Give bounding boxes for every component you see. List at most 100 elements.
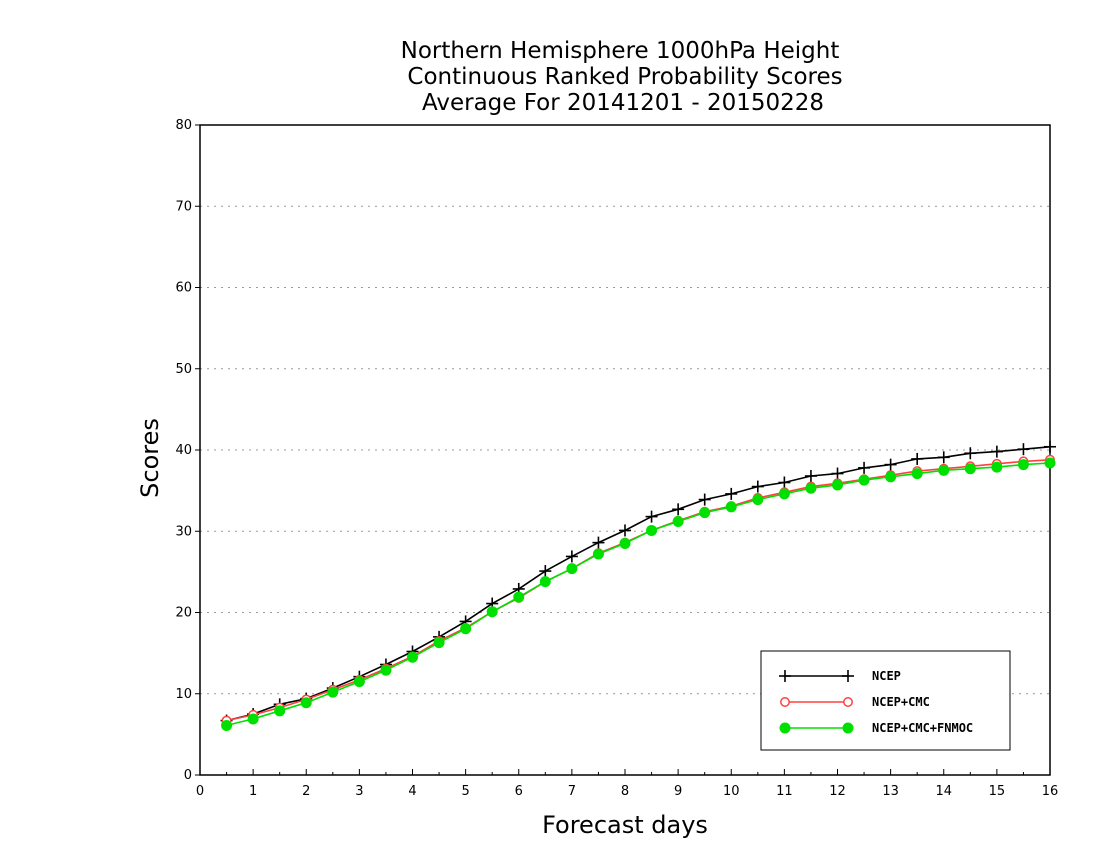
x-tick-label-11: 11 (776, 784, 793, 799)
point-ncep-11.5 (804, 470, 817, 482)
point-ncep-cmc-fnmoc-8.5 (646, 524, 658, 536)
legend: NCEP NCEP+CMC NCEP+CMC+FNMOC (760, 650, 1011, 751)
x-tick-label-13: 13 (882, 784, 899, 799)
y-tick-label-40: 40 (175, 443, 192, 458)
point-ncep-cmc-fnmoc-6 (513, 591, 525, 603)
x-tick-label-6: 6 (515, 784, 523, 799)
series-ncep-cmc-fnmoc (221, 457, 1056, 731)
legend-marker-right-ncep-cmc (843, 697, 853, 707)
point-ncep-cmc-fnmoc-9 (672, 516, 684, 527)
horizontal-gridlines (200, 205, 1050, 695)
title-line-1: Northern Hemisphere 1000hPa Height (401, 38, 840, 64)
x-tick-label-4: 4 (408, 784, 416, 799)
point-ncep-14 (937, 451, 950, 464)
point-ncep-cmc-fnmoc-4 (407, 651, 418, 663)
point-ncep-cmc-fnmoc-0.5 (221, 719, 233, 731)
point-ncep-10 (725, 487, 738, 500)
point-ncep-13.5 (911, 452, 924, 465)
point-ncep-cmc-fnmoc-11 (778, 488, 790, 500)
x-tick-label-14: 14 (935, 784, 952, 799)
x-tick-label-5: 5 (461, 784, 469, 799)
legend-marker-left-ncep (779, 670, 791, 682)
point-ncep-16 (1044, 440, 1056, 453)
legend-box (760, 650, 1011, 751)
y-tick-label-0: 0 (184, 768, 192, 783)
legend-marker-left-ncep-cmc-fnmoc (779, 722, 791, 734)
point-ncep-cmc-fnmoc-15.5 (1017, 459, 1029, 471)
point-ncep-cmc-fnmoc-14.5 (964, 463, 976, 475)
point-ncep-13 (884, 458, 897, 471)
legend-marker-left-ncep-cmc (780, 697, 790, 707)
point-ncep-cmc-fnmoc-13.5 (911, 468, 923, 480)
point-ncep-cmc-fnmoc-3.5 (380, 664, 392, 676)
point-ncep-cmc-fnmoc-2.5 (327, 686, 339, 698)
x-tick-label-16: 16 (1042, 784, 1059, 799)
title-line-2: Continuous Ranked Probability Scores (407, 64, 842, 90)
y-tick-label-60: 60 (175, 281, 192, 296)
point-ncep-cmc-fnmoc-12.5 (858, 474, 870, 486)
y-tick-label-80: 80 (175, 118, 192, 133)
y-tick-label-20: 20 (175, 606, 192, 621)
point-ncep-15 (990, 445, 1003, 458)
point-ncep-cmc-fnmoc-10 (725, 501, 737, 513)
point-ncep-cmc-fnmoc-13 (885, 471, 897, 483)
point-ncep-7.5 (592, 536, 605, 549)
legend-marker-right-ncep-cmc-fnmoc (842, 722, 854, 734)
series-layer (220, 440, 1056, 731)
point-ncep-cmc-fnmoc-1 (247, 713, 259, 725)
x-axis-label: Forecast days (542, 811, 708, 839)
point-ncep-8.5 (645, 510, 658, 523)
point-ncep-cmc-fnmoc-9.5 (699, 507, 711, 519)
legend-marker-right-ncep (842, 670, 854, 682)
point-ncep-cmc-fnmoc-14 (938, 464, 950, 476)
point-ncep-cmc-fnmoc-4.5 (433, 637, 445, 649)
x-tick-label-2: 2 (302, 784, 310, 799)
title-line-3: Average For 20141201 - 20150228 (422, 90, 824, 116)
y-axis-label: Scores (136, 418, 164, 498)
y-tick-label-50: 50 (175, 362, 192, 377)
point-ncep-7 (565, 550, 578, 563)
point-ncep-cmc-fnmoc-1.5 (274, 705, 286, 717)
x-tick-label-0: 0 (196, 784, 204, 799)
point-ncep-15.5 (1017, 443, 1030, 456)
point-ncep-9.5 (698, 493, 711, 506)
point-ncep-cmc-fnmoc-12 (832, 479, 843, 491)
x-tick-label-12: 12 (829, 784, 846, 799)
legend-label-ncep-cmc: NCEP+CMC (872, 695, 930, 709)
x-tick-label-8: 8 (621, 784, 629, 799)
legend-entry-ncep: NCEP (779, 669, 901, 683)
x-axis: 0 1 2 3 4 5 6 7 8 9 10 11 12 13 14 15 16 (196, 769, 1058, 799)
y-tick-label-10: 10 (175, 687, 192, 702)
legend-entry-ncep-cmc-fnmoc: NCEP+CMC+FNMOC (779, 721, 973, 735)
point-ncep-cmc-fnmoc-5 (460, 623, 472, 635)
point-ncep-10.5 (751, 480, 764, 493)
point-ncep-cmc-fnmoc-2 (300, 697, 312, 709)
point-ncep-6.5 (539, 565, 552, 578)
point-ncep-11 (778, 476, 791, 489)
x-tick-label-15: 15 (989, 784, 1006, 799)
point-ncep-cmc-fnmoc-7 (566, 563, 578, 575)
x-tick-label-9: 9 (674, 784, 682, 799)
point-ncep-cmc-fnmoc-6.5 (539, 576, 551, 588)
point-ncep-cmc-fnmoc-10.5 (752, 494, 764, 506)
point-ncep-12.5 (858, 461, 871, 474)
point-ncep-cmc-fnmoc-16 (1044, 457, 1056, 469)
series-line-ncep (226, 446, 1051, 722)
point-ncep-cmc-fnmoc-5.5 (486, 606, 498, 618)
point-ncep-12 (831, 467, 844, 480)
legend-label-ncep: NCEP (872, 669, 901, 683)
point-ncep-cmc-fnmoc-7.5 (592, 548, 604, 560)
legend-label-ncep-cmc-fnmoc: NCEP+CMC+FNMOC (872, 721, 973, 735)
x-tick-label-3: 3 (355, 784, 363, 799)
point-ncep-8 (619, 524, 631, 537)
point-ncep-cmc-fnmoc-15 (991, 461, 1003, 473)
y-tick-label-30: 30 (175, 524, 192, 539)
chart-title: Northern Hemisphere 1000hPa Height Conti… (401, 38, 843, 116)
x-tick-label-7: 7 (568, 784, 576, 799)
y-tick-label-70: 70 (175, 199, 192, 214)
point-ncep-cmc-fnmoc-8 (619, 537, 631, 549)
y-axis: 0 10 20 30 40 50 60 70 80 (175, 118, 200, 783)
x-tick-label-10: 10 (723, 784, 740, 799)
point-ncep-cmc-fnmoc-11.5 (805, 482, 817, 494)
